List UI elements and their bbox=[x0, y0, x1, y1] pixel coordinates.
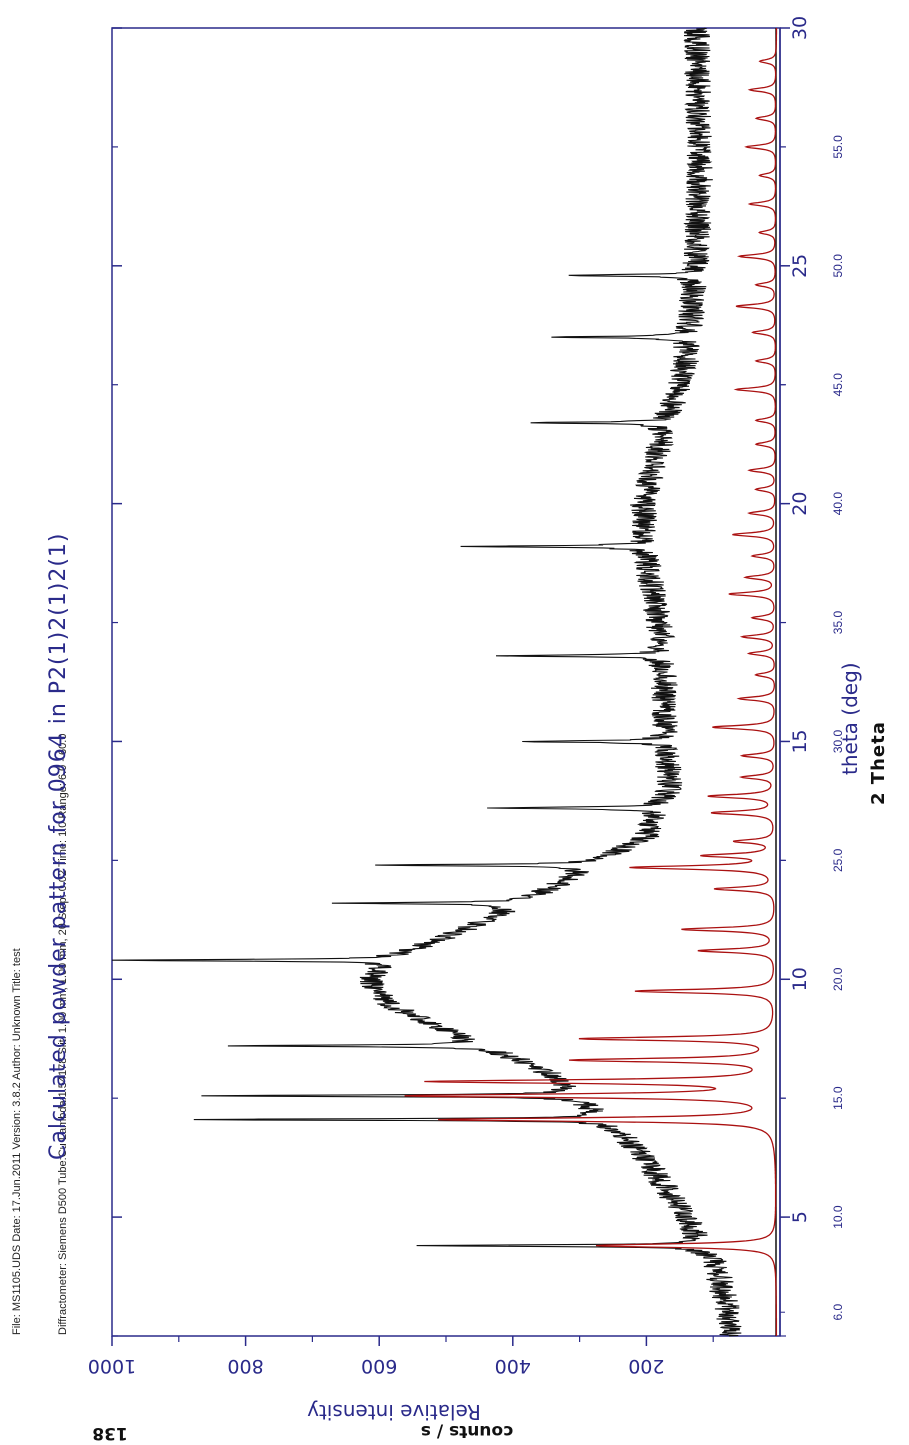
two-theta-tick-label: 30.0 bbox=[831, 729, 845, 753]
theta-axis: 5 10 15 20 25 30 bbox=[112, 16, 811, 1337]
intensity-axis: 200 400 600 1000 800 bbox=[88, 1336, 714, 1377]
intensity-tick-label: 800 bbox=[227, 1355, 263, 1377]
y-axis-label: Relative intensity bbox=[307, 1400, 481, 1424]
y-axis-label-secondary: counts / s bbox=[421, 1421, 513, 1441]
two-theta-tick-label: 45.0 bbox=[831, 373, 845, 397]
theta-tick-label: 10 bbox=[789, 967, 811, 991]
intensity-tick-label: 400 bbox=[495, 1355, 531, 1377]
two-theta-tick-label: 6.0 bbox=[831, 1304, 845, 1321]
diffractometer-info-text: Diffractometer: Siemens D500 Tube:Cu Lam… bbox=[57, 734, 69, 1335]
chart-title: Calculated powder pattern for 0964 in P2… bbox=[46, 532, 71, 1160]
theta-tick-label: 5 bbox=[789, 1211, 811, 1223]
two-theta-tick-label: 15.0 bbox=[831, 1086, 845, 1110]
theta-tick-label: 30 bbox=[789, 16, 811, 40]
observed-pattern-line bbox=[111, 27, 742, 1337]
theta-tick-label: 20 bbox=[789, 492, 811, 516]
two-theta-tick-label: 50.0 bbox=[831, 254, 845, 278]
two-theta-tick-label: 35.0 bbox=[831, 611, 845, 635]
file-info-text: File: MS1105.UDS Date: 17.Jun.2011 Versi… bbox=[11, 948, 23, 1335]
intensity-tick-label: 600 bbox=[361, 1355, 397, 1377]
intensity-tick-label: 1000 bbox=[88, 1355, 136, 1377]
two-theta-tick-label: 10.0 bbox=[831, 1205, 845, 1229]
two-theta-tick-label: 40.0 bbox=[831, 492, 845, 516]
calculated-pattern-line bbox=[404, 28, 778, 1336]
theta-tick-label: 15 bbox=[789, 729, 811, 753]
x-axis-label-secondary: 2 Theta bbox=[868, 721, 889, 805]
two-theta-tick-label: 20.0 bbox=[831, 967, 845, 991]
two-theta-axis: 6.0 10.0 15.0 20.0 25.0 30.0 35.0 40.0 45.0 50.0 5… bbox=[780, 135, 845, 1321]
y-axis-max-counts: 138 bbox=[92, 1423, 128, 1443]
theta-tick-label: 25 bbox=[789, 254, 811, 278]
plot-frame bbox=[111, 27, 781, 1337]
two-theta-tick-label: 25.0 bbox=[831, 848, 845, 872]
x-axis-label: theta (deg) bbox=[838, 662, 862, 775]
two-theta-tick-label: 55.0 bbox=[831, 135, 845, 159]
intensity-tick-label: 200 bbox=[628, 1355, 664, 1377]
